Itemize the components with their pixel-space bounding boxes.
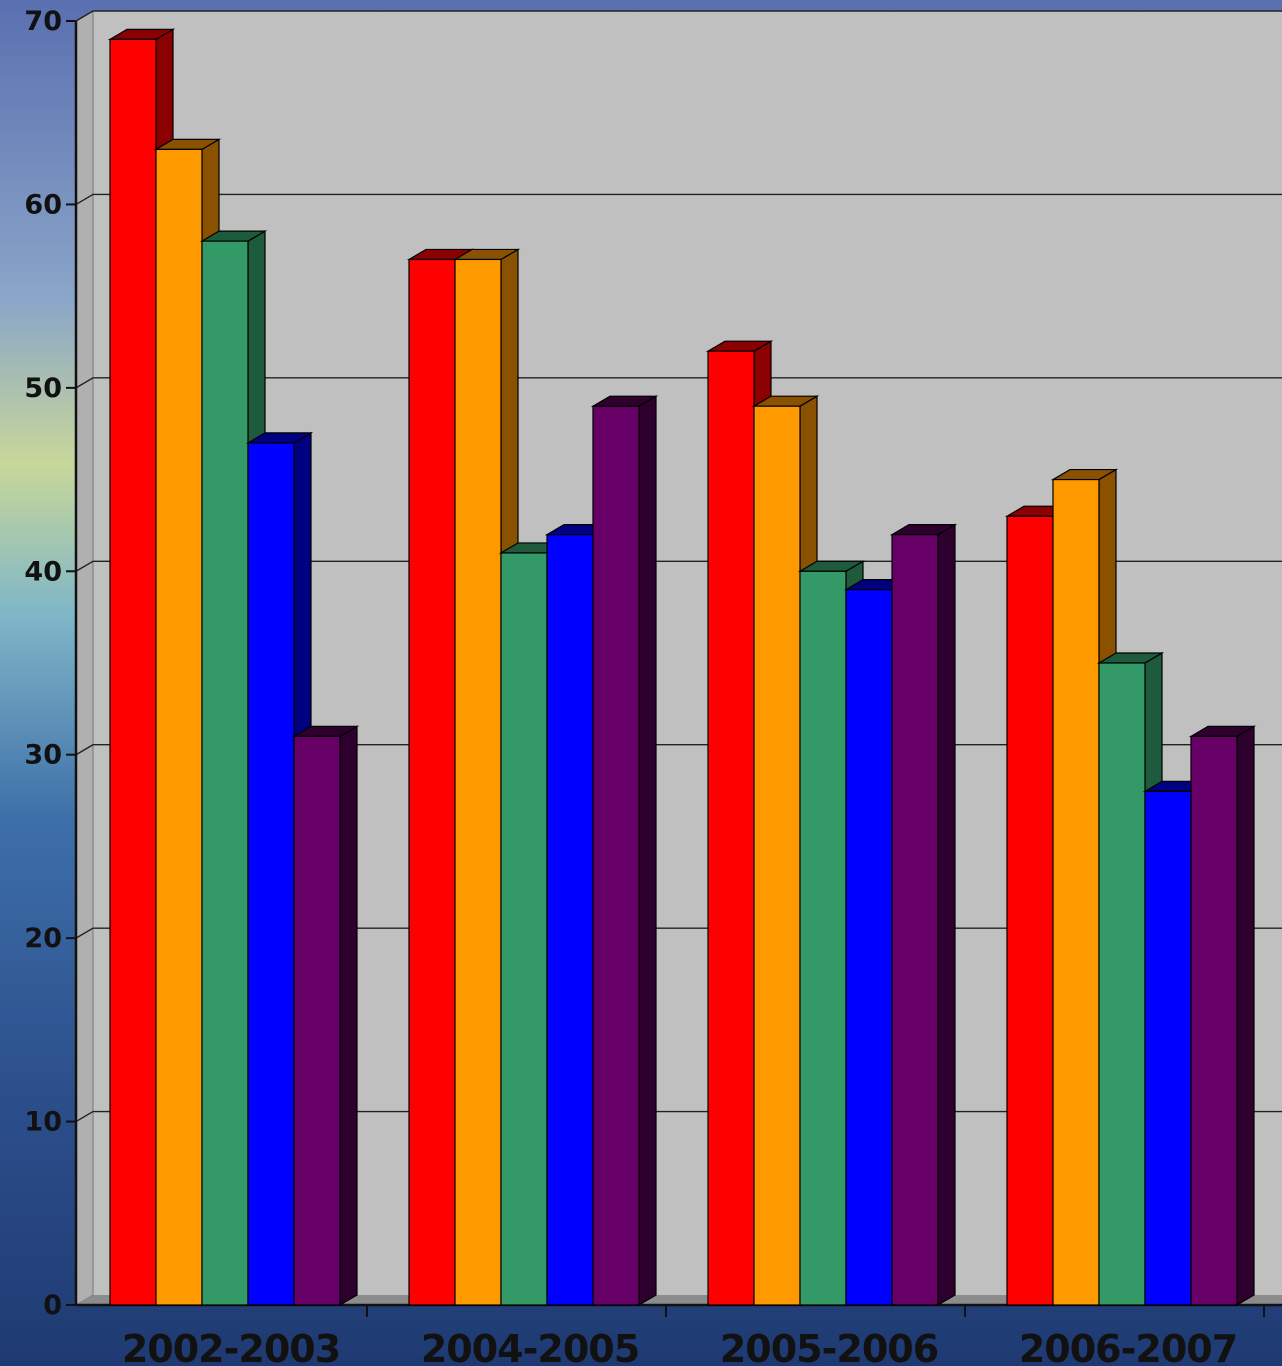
bar-front: [546, 533, 594, 1306]
y-tick-label: 10: [24, 1107, 62, 1138]
bar: [1188, 725, 1257, 1307]
gridline: [75, 560, 1282, 572]
bar-front: [707, 350, 755, 1306]
bar: [889, 523, 958, 1307]
x-tick-label: 2002-2003: [122, 1327, 340, 1366]
x-tick-label: 2004-2005: [421, 1327, 639, 1366]
bar-front: [1006, 515, 1054, 1306]
bar-front: [500, 552, 548, 1306]
bar-front: [201, 240, 249, 1306]
plot-side-wall: [75, 10, 94, 1306]
y-axis-ticks: 0 10 20 30 40 50 60 70: [24, 6, 76, 1321]
bar-side: [638, 395, 657, 1307]
bar-front: [592, 405, 640, 1306]
bar: [291, 725, 360, 1307]
gridline: [75, 377, 1282, 389]
bar-front: [1098, 662, 1146, 1306]
bar-front: [109, 38, 157, 1306]
y-tick-label: 70: [24, 6, 62, 37]
y-tick-label: 30: [24, 740, 62, 771]
y-tick-label: 20: [24, 923, 62, 954]
gridline: [75, 10, 1282, 22]
bar-front: [155, 148, 203, 1306]
bar-front: [891, 533, 939, 1306]
bar-side: [339, 725, 358, 1307]
plot-floor: [76, 1295, 1282, 1305]
bar-front: [845, 589, 893, 1306]
bar-front: [1190, 735, 1238, 1306]
y-tick-label: 0: [43, 1290, 62, 1321]
bar-side: [937, 523, 956, 1307]
bars: [107, 28, 1257, 1307]
bar-front: [799, 570, 847, 1306]
bar-front: [753, 405, 801, 1306]
x-tick-label: 2005-2006: [720, 1327, 938, 1366]
bar: [590, 395, 659, 1307]
x-axis-ticks: 2002-2003 2004-2005 2005-2006 2006-2007: [122, 1305, 1265, 1366]
bar-side: [1236, 725, 1255, 1307]
bar-front: [1052, 478, 1100, 1306]
y-tick-label: 40: [24, 556, 62, 587]
bar-front: [293, 735, 341, 1306]
bar-front: [408, 258, 456, 1306]
y-tick-label: 60: [24, 189, 62, 220]
x-tick-label: 2006-2007: [1019, 1327, 1237, 1366]
bar-front: [454, 258, 502, 1306]
bar-front: [247, 442, 295, 1306]
y-tick-label: 50: [24, 373, 62, 404]
bar-front: [1144, 790, 1192, 1306]
gridline: [75, 193, 1282, 206]
